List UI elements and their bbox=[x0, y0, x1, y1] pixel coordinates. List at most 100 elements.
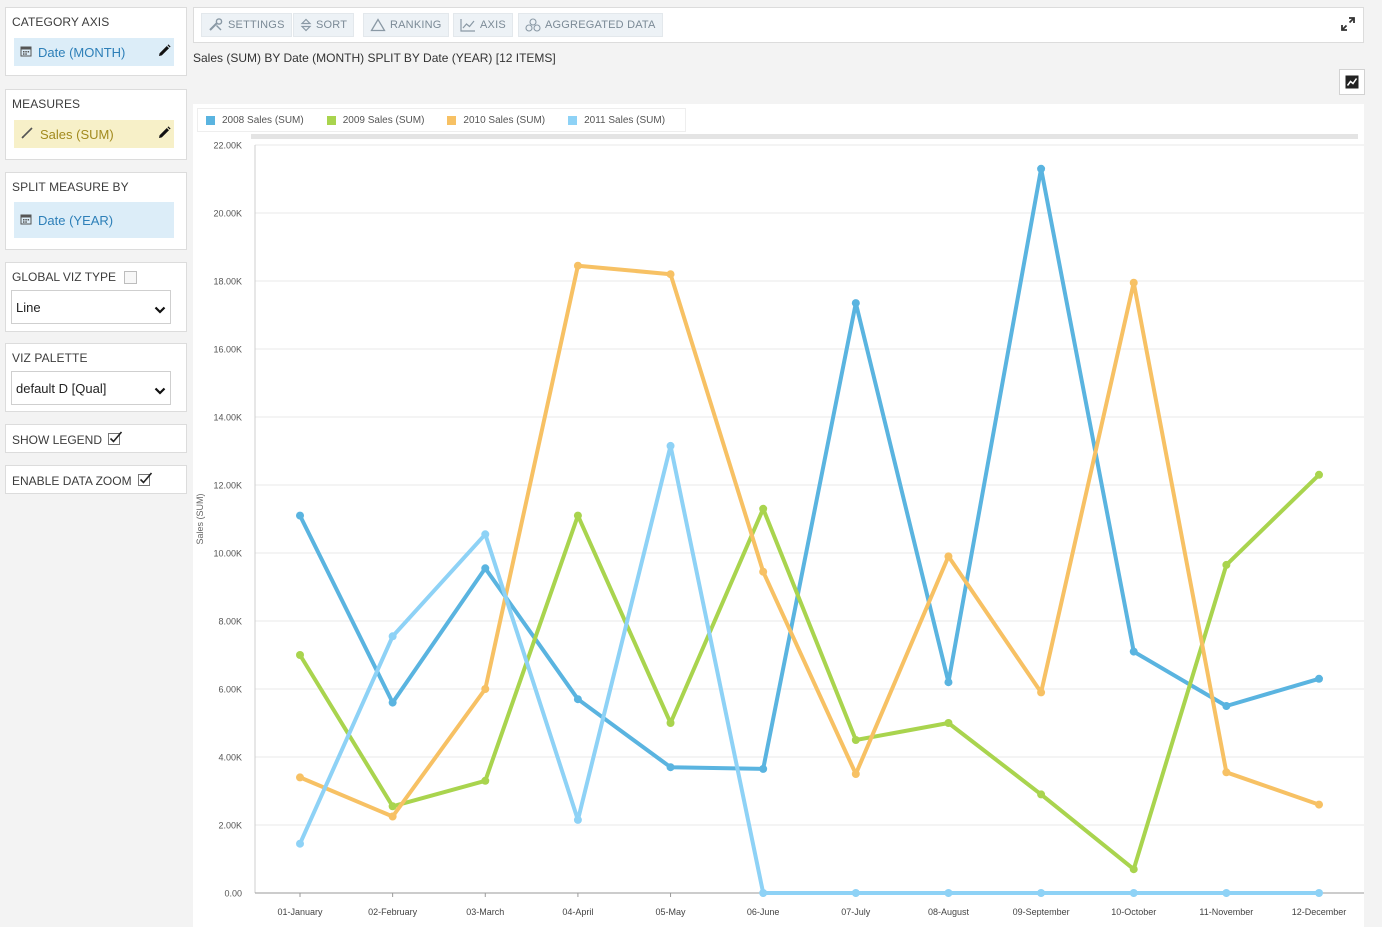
data-point[interactable] bbox=[759, 889, 768, 897]
viz-title: Sales (SUM) BY Date (MONTH) SPLIT BY Dat… bbox=[193, 51, 556, 65]
data-point[interactable] bbox=[851, 770, 860, 778]
data-point[interactable] bbox=[1222, 889, 1231, 897]
data-point[interactable] bbox=[851, 736, 860, 744]
data-point[interactable] bbox=[1222, 560, 1231, 569]
data-point[interactable] bbox=[388, 812, 397, 821]
x-tick-label: 04-April bbox=[562, 907, 593, 917]
legend-item[interactable]: 2010 Sales (SUM) bbox=[447, 115, 545, 126]
data-point[interactable] bbox=[759, 567, 768, 576]
viz-palette-panel: VIZ PALETTE default D [Qual] bbox=[5, 343, 187, 412]
data-point[interactable] bbox=[1129, 889, 1138, 897]
data-point[interactable] bbox=[1222, 702, 1231, 710]
data-point[interactable] bbox=[481, 530, 490, 539]
data-point[interactable] bbox=[388, 698, 397, 707]
viz-toolbar: SETTINGS SORT RANKING AXIS AGGREGATED DA… bbox=[193, 7, 1364, 43]
data-point[interactable] bbox=[1315, 674, 1323, 683]
legend-label: 2011 Sales (SUM) bbox=[584, 114, 666, 126]
sort-label: SORT bbox=[316, 19, 348, 31]
data-point[interactable] bbox=[1222, 768, 1231, 777]
pencil-edit-icon[interactable] bbox=[156, 43, 172, 62]
measures-field[interactable]: Sales (SUM) bbox=[14, 120, 174, 148]
aggregate-icon bbox=[525, 18, 541, 32]
show-legend-label: SHOW LEGEND bbox=[12, 432, 103, 447]
data-point[interactable] bbox=[1315, 800, 1323, 809]
x-tick-label: 11-November bbox=[1199, 907, 1253, 917]
data-point[interactable] bbox=[573, 511, 582, 520]
data-point[interactable] bbox=[573, 695, 582, 704]
data-point[interactable] bbox=[388, 802, 397, 811]
data-point[interactable] bbox=[481, 776, 490, 785]
legend-item[interactable]: 2008 Sales (SUM) bbox=[206, 115, 304, 126]
split-measure-field[interactable]: Date (YEAR) bbox=[14, 202, 174, 238]
legend-item[interactable]: 2009 Sales (SUM) bbox=[326, 115, 424, 126]
aggregated-data-button[interactable]: AGGREGATED DATA bbox=[518, 13, 663, 37]
y-tick-label: 2.00K bbox=[218, 821, 242, 831]
data-point[interactable] bbox=[666, 719, 675, 727]
data-point[interactable] bbox=[1129, 278, 1138, 287]
save-image-button[interactable] bbox=[1339, 69, 1365, 95]
data-point[interactable] bbox=[1037, 164, 1046, 173]
show-legend-checkbox[interactable] bbox=[108, 431, 123, 448]
y-tick-label: 18.00K bbox=[213, 277, 242, 287]
ranking-label: RANKING bbox=[390, 19, 442, 31]
viz-type-select[interactable]: Line bbox=[11, 290, 171, 324]
data-point[interactable] bbox=[1315, 470, 1323, 479]
data-point[interactable] bbox=[1129, 865, 1138, 874]
data-point[interactable] bbox=[1037, 688, 1046, 697]
data-point[interactable] bbox=[388, 632, 397, 641]
series-line-1 bbox=[298, 166, 1321, 771]
global-viz-type-row: GLOBAL VIZ TYPE bbox=[12, 270, 138, 284]
legend-item[interactable]: 2011 Sales (SUM) bbox=[568, 115, 665, 126]
data-zoom-slider[interactable] bbox=[251, 134, 1358, 139]
data-point[interactable] bbox=[481, 685, 490, 693]
x-tick-label: 07-July bbox=[841, 907, 871, 917]
data-point[interactable] bbox=[1037, 790, 1046, 799]
data-point[interactable] bbox=[573, 815, 582, 824]
data-point[interactable] bbox=[1129, 647, 1138, 656]
chart-legend: 2008 Sales (SUM) 2009 Sales (SUM) 2010 Sal… bbox=[197, 108, 687, 132]
data-point[interactable] bbox=[481, 564, 490, 573]
data-point[interactable] bbox=[573, 261, 582, 270]
settings-button[interactable]: SETTINGS bbox=[201, 13, 292, 37]
x-tick-label: 06-June bbox=[747, 907, 780, 917]
data-point[interactable] bbox=[851, 299, 860, 308]
ranking-button[interactable]: RANKING bbox=[363, 13, 449, 37]
data-point[interactable] bbox=[666, 763, 675, 772]
data-point[interactable] bbox=[944, 889, 953, 897]
data-point[interactable] bbox=[1037, 889, 1046, 897]
data-point[interactable] bbox=[296, 839, 304, 848]
data-point[interactable] bbox=[944, 552, 953, 561]
data-point[interactable] bbox=[1315, 889, 1323, 897]
pencil-edit-icon[interactable] bbox=[156, 125, 172, 144]
calendar-icon bbox=[20, 45, 32, 60]
y-tick-label: 4.00K bbox=[218, 753, 242, 763]
viz-type-value: Line bbox=[16, 299, 41, 315]
x-tick-label: 09-September bbox=[1013, 907, 1070, 917]
sort-icon bbox=[300, 18, 312, 32]
data-point[interactable] bbox=[296, 511, 304, 520]
data-point[interactable] bbox=[944, 678, 953, 687]
data-point[interactable] bbox=[851, 889, 860, 897]
enable-data-zoom-checkbox[interactable] bbox=[137, 472, 153, 489]
data-point[interactable] bbox=[944, 719, 953, 727]
data-point[interactable] bbox=[759, 504, 768, 513]
category-axis-field[interactable]: Date (MONTH) bbox=[14, 38, 174, 66]
y-axis-title: Sales (SUM) bbox=[195, 493, 205, 544]
data-point[interactable] bbox=[296, 773, 304, 782]
axis-button[interactable]: AXIS bbox=[453, 13, 513, 37]
data-point[interactable] bbox=[759, 764, 768, 773]
series-line-3 bbox=[298, 263, 1321, 819]
viz-palette-select[interactable]: default D [Qual] bbox=[11, 371, 171, 405]
data-point[interactable] bbox=[666, 441, 675, 450]
y-tick-label: 14.00K bbox=[213, 413, 242, 423]
sort-button[interactable]: SORT bbox=[293, 13, 355, 37]
legend-label: 2010 Sales (SUM) bbox=[463, 114, 546, 126]
data-point[interactable] bbox=[296, 651, 304, 659]
y-tick-label: 0.00 bbox=[224, 889, 242, 899]
global-viz-type-checkbox[interactable] bbox=[124, 270, 138, 284]
wrench-icon bbox=[209, 18, 223, 31]
viz-palette-value: default D [Qual] bbox=[16, 380, 107, 396]
y-tick-label: 12.00K bbox=[213, 481, 242, 491]
expand-icon[interactable] bbox=[1341, 17, 1355, 36]
data-point[interactable] bbox=[666, 270, 675, 279]
